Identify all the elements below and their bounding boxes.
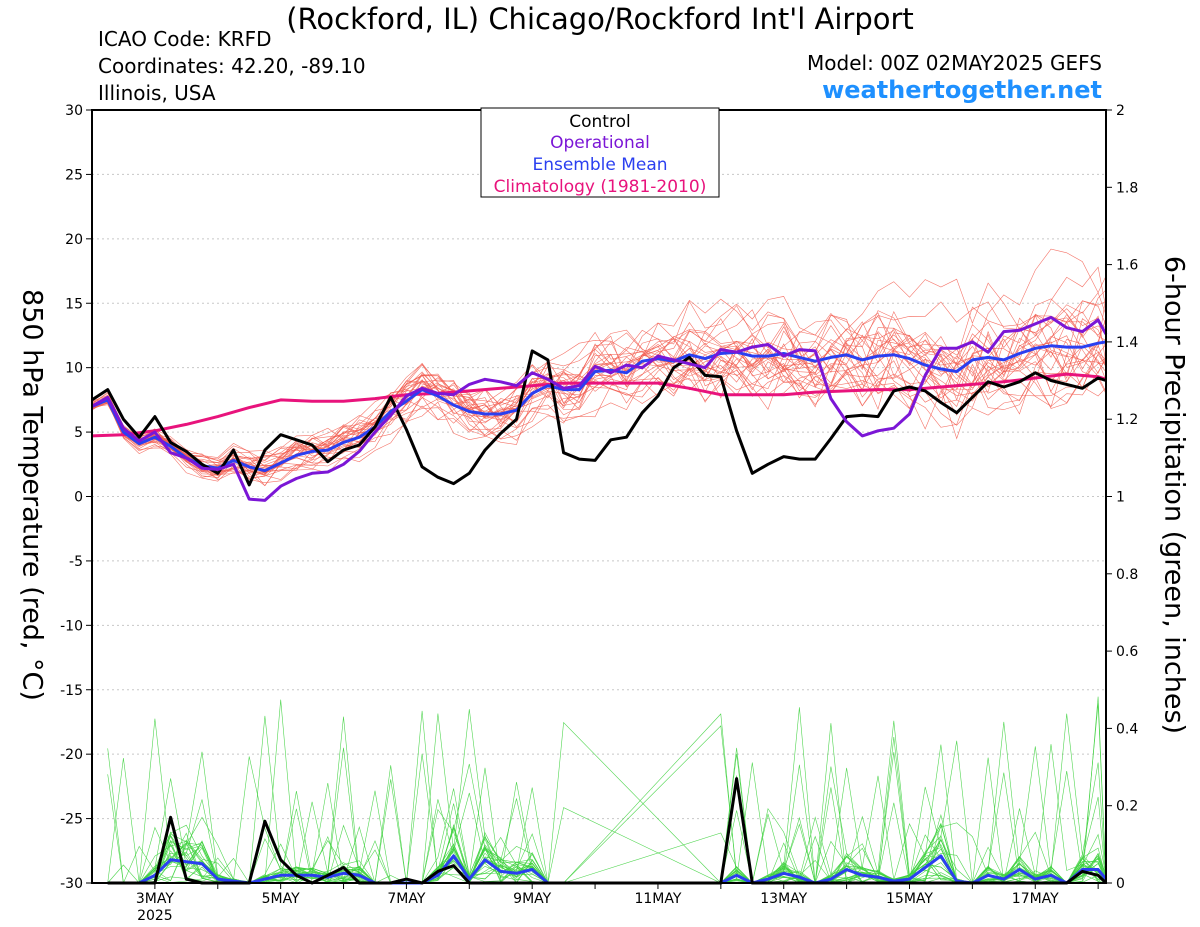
y-tick-label-left: 30 [65, 103, 83, 119]
coordinates: Coordinates: 42.20, -89.10 [98, 54, 366, 78]
temp-member-line [91, 300, 1107, 471]
temp-member-line [91, 278, 1107, 476]
precip-member-line [107, 758, 1107, 884]
precip-member-line [107, 751, 1107, 884]
precip-member-line [107, 802, 1107, 884]
precip-member-line [107, 713, 1107, 884]
x-tick-label: 15MAY [886, 891, 933, 907]
y-tick-label-right: 0.2 [1116, 799, 1138, 815]
legend-ensemble-mean: Ensemble Mean [532, 155, 667, 175]
y-tick-label-right: 2 [1116, 103, 1125, 119]
precip-member-line [107, 713, 1107, 884]
y-tick-label-left: 10 [65, 361, 83, 377]
y-tick-label-left: -5 [69, 554, 83, 570]
y-tick-label-right: 1.2 [1116, 412, 1138, 428]
y-tick-label-left: -10 [60, 618, 83, 634]
icao-code: ICAO Code: KRFD [98, 27, 272, 51]
ensemble-members [91, 248, 1107, 884]
x-tick-label: 5MAY [262, 891, 300, 907]
y-tick-label-left: 15 [65, 296, 83, 312]
legend-control: Control [569, 112, 630, 132]
site-link[interactable]: weathertogether.net [822, 76, 1102, 104]
y-tick-label-right: 1.6 [1116, 258, 1138, 274]
y-tick-label-left: -30 [60, 876, 83, 892]
precip-member-line [107, 744, 1107, 884]
region: Illinois, USA [98, 81, 216, 105]
x-tick-label: 9MAY [513, 891, 551, 907]
legend-operational: Operational [550, 133, 650, 153]
precip-member-line [107, 721, 1107, 884]
temp-member-line [91, 324, 1107, 479]
temp-member-line [91, 330, 1107, 480]
y-tick-label-left: 0 [74, 490, 83, 506]
precip-member-line [107, 748, 1107, 884]
x-tick-label: 17MAY [1012, 891, 1059, 907]
y-tick-label-left: -15 [60, 683, 83, 699]
control-temperature-line [91, 349, 1107, 487]
precip-member-line [107, 752, 1107, 884]
legend: Control Operational Ensemble Mean Climat… [480, 107, 720, 198]
model-run: Model: 00Z 02MAY2025 GEFS [807, 51, 1102, 75]
temp-member-line [91, 335, 1107, 468]
y-tick-label-left: 20 [65, 232, 83, 248]
y-tick-label-right: 0.6 [1116, 644, 1138, 660]
precip-member-line [107, 740, 1107, 884]
axes: 302520151050-5-10-15-20-25-3021.81.61.41… [60, 103, 1138, 924]
y-tick-label-right: 0.8 [1116, 567, 1138, 583]
temp-member-line [91, 306, 1107, 474]
temp-member-line [91, 314, 1107, 482]
y-tick-label-right: 0 [1116, 876, 1125, 892]
x-tick-label: 3MAY [136, 891, 174, 907]
x-tick-label: 13MAY [760, 891, 807, 907]
climatology-1981-2010-temperature-line [91, 372, 1107, 438]
chart-title: (Rockford, IL) Chicago/Rockford Int'l Ai… [286, 2, 914, 36]
y-tick-label-left: 5 [74, 425, 83, 441]
y-tick-label-left: -20 [60, 747, 83, 763]
x-tick-label: 11MAY [634, 891, 681, 907]
x-year-label: 2025 [137, 908, 173, 924]
precip-member-line [107, 747, 1107, 884]
y-tick-label-left: -25 [60, 812, 83, 828]
legend-climatology: Climatology (1981-2010) [494, 177, 707, 197]
precip-member-line [107, 716, 1107, 884]
temp-member-line [91, 289, 1107, 474]
precip-member-line [107, 763, 1107, 884]
x-tick-label: 7MAY [387, 891, 425, 907]
y-tick-label-right: 1 [1116, 490, 1125, 506]
temp-member-line [91, 301, 1107, 472]
y-tick-label-right: 1.4 [1116, 335, 1138, 351]
y-tick-label-right: 1.8 [1116, 180, 1138, 196]
grid [92, 173, 1106, 820]
y-tick-label-left: 25 [65, 167, 83, 183]
precip-member-line [107, 764, 1107, 884]
legend-box [480, 107, 720, 198]
temp-member-line [91, 329, 1107, 487]
y-tick-label-right: 0.4 [1116, 721, 1138, 737]
temp-member-line [91, 298, 1107, 474]
operational-temperature-line [91, 315, 1108, 502]
precip-member-line [107, 715, 1107, 884]
